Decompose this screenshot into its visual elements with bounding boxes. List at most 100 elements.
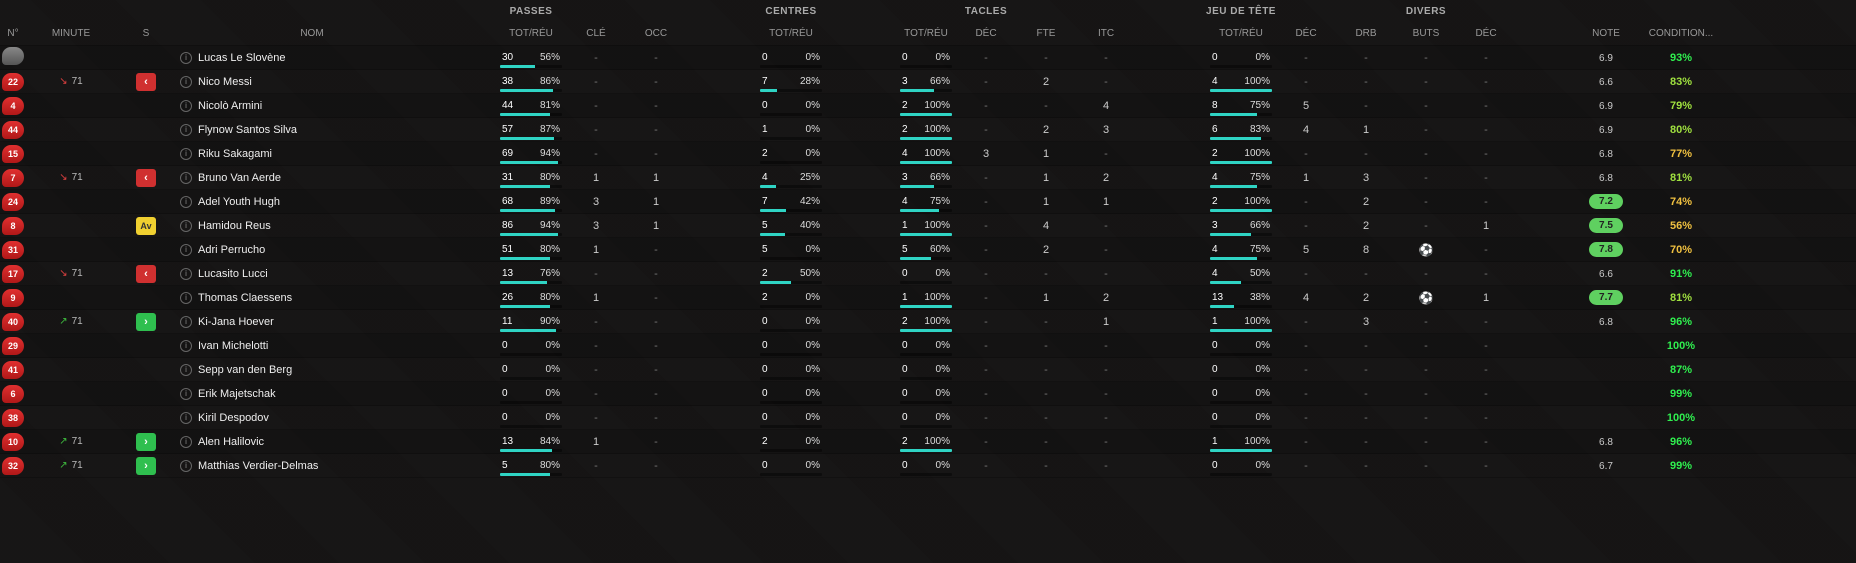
col-minute[interactable]: MINUTE [26,28,116,39]
col-drb[interactable]: DRB [1336,28,1396,39]
col-jeu-totreu[interactable]: TOT/RÉU [1206,28,1276,39]
player-row[interactable]: 7 ↘71 ‹ i Bruno Van Aerde 3180% 1 1 425%… [0,166,1856,190]
player-row[interactable]: 6 i Erik Majetschak 00% - - 00% 00% - - … [0,382,1856,406]
player-row[interactable]: 22 ↘71 ‹ i Nico Messi 3886% - - 728% 366… [0,70,1856,94]
col-divers-dec[interactable]: DÉC [1456,28,1516,39]
player-name-cell[interactable]: i Adri Perrucho [176,244,426,256]
col-centres-totreu[interactable]: TOT/RÉU [756,28,826,39]
player-name-cell[interactable]: i Thomas Claessens [176,292,426,304]
col-nom[interactable]: NOM [176,28,426,39]
info-icon[interactable]: i [180,436,192,448]
player-row[interactable]: 15 i Riku Sakagami 6994% - - 20% 4100% 3… [0,142,1856,166]
col-tacles-totreu[interactable]: TOT/RÉU [896,28,956,39]
col-note[interactable]: NOTE [1576,28,1636,39]
col-condition[interactable]: CONDITION... [1636,28,1726,39]
player-row[interactable]: 10 ↗71 › i Alen Halilovic 1384% 1 - 20% … [0,430,1856,454]
kit-number-badge[interactable]: 29 [2,337,24,355]
col-passes-totreu[interactable]: TOT/RÉU [496,28,566,39]
player-name-cell[interactable]: i Hamidou Reus [176,220,426,232]
player-row[interactable]: 4 i Nicolò Armini 4481% - - 00% 2100% - … [0,94,1856,118]
player-row[interactable]: 41 i Sepp van den Berg 00% - - 00% 00% -… [0,358,1856,382]
kit-number-badge[interactable]: 38 [2,409,24,427]
player-name-cell[interactable]: i Bruno Van Aerde [176,172,426,184]
kit-number-badge[interactable]: 22 [2,73,24,91]
player-name-cell[interactable]: i Ki-Jana Hoever [176,316,426,328]
info-icon[interactable]: i [180,148,192,160]
col-fte[interactable]: FTE [1016,28,1076,39]
kit-number-badge[interactable]: 6 [2,385,24,403]
stat-pair: 00% [756,408,826,428]
player-row[interactable]: 8 Av i Hamidou Reus 8694% 3 1 540% 1100%… [0,214,1856,238]
info-icon[interactable]: i [180,100,192,112]
player-row[interactable]: 29 i Ivan Michelotti 00% - - 00% 00% - -… [0,334,1856,358]
player-name-cell[interactable]: i Matthias Verdier-Delmas [176,460,426,472]
kit-number-badge[interactable] [2,47,24,65]
player-name-cell[interactable]: i Alen Halilovic [176,436,426,448]
player-name-cell[interactable]: i Kiril Despodov [176,412,426,424]
condition-value: 96% [1670,316,1692,328]
kit-number-badge[interactable]: 32 [2,457,24,475]
player-name-cell[interactable]: i Lucas Le Slovène [176,52,426,64]
player-row[interactable]: 32 ↗71 › i Matthias Verdier-Delmas 580% … [0,454,1856,478]
stat-pair: 728% [756,72,826,92]
player-row[interactable]: 24 i Adel Youth Hugh 6889% 3 1 742% 475%… [0,190,1856,214]
stat-pair: 00% [756,312,826,332]
player-row[interactable]: 38 i Kiril Despodov 00% - - 00% 00% - - … [0,406,1856,430]
kit-number-badge[interactable]: 24 [2,193,24,211]
kit-number-badge[interactable]: 41 [2,361,24,379]
kit-number-badge[interactable]: 8 [2,217,24,235]
col-cle[interactable]: CLÉ [566,28,626,39]
col-no[interactable]: N° [0,28,26,39]
kit-number-badge[interactable]: 44 [2,121,24,139]
player-name-cell[interactable]: i Riku Sakagami [176,148,426,160]
player-row[interactable]: 40 ↗71 › i Ki-Jana Hoever 1190% - - 00% … [0,310,1856,334]
kit-number-badge[interactable]: 7 [2,169,24,187]
info-icon[interactable]: i [180,268,192,280]
info-icon[interactable]: i [180,340,192,352]
stat-pair: 50% [756,240,826,260]
info-icon[interactable]: i [180,76,192,88]
info-icon[interactable]: i [180,388,192,400]
stat-pair: 1100% [896,288,956,308]
kit-number-badge[interactable]: 10 [2,433,24,451]
kit-number-badge[interactable]: 4 [2,97,24,115]
info-icon[interactable]: i [180,244,192,256]
info-icon[interactable]: i [180,172,192,184]
info-icon[interactable]: i [180,52,192,64]
player-name-cell[interactable]: i Nicolò Armini [176,100,426,112]
player-name-cell[interactable]: i Flynow Santos Silva [176,124,426,136]
player-name-cell[interactable]: i Sepp van den Berg [176,364,426,376]
info-icon[interactable]: i [180,316,192,328]
info-icon[interactable]: i [180,196,192,208]
col-s[interactable]: S [116,28,176,39]
col-buts[interactable]: BUTS [1396,28,1456,39]
player-name-cell[interactable]: i Lucasito Lucci [176,268,426,280]
kit-number-badge[interactable]: 31 [2,241,24,259]
info-icon[interactable]: i [180,292,192,304]
player-name-cell[interactable]: i Ivan Michelotti [176,340,426,352]
info-icon[interactable]: i [180,460,192,472]
player-row[interactable]: 44 i Flynow Santos Silva 5787% - - 10% 2… [0,118,1856,142]
col-occ[interactable]: OCC [626,28,686,39]
kit-number-badge[interactable]: 40 [2,313,24,331]
stat-pair: 2100% [896,312,956,332]
col-jeu-dec[interactable]: DÉC [1276,28,1336,39]
col-tacles-dec[interactable]: DÉC [956,28,1016,39]
info-icon[interactable]: i [180,124,192,136]
info-icon[interactable]: i [180,220,192,232]
player-name-cell[interactable]: i Erik Majetschak [176,388,426,400]
info-icon[interactable]: i [180,364,192,376]
condition-value: 83% [1670,76,1692,88]
kit-number-badge[interactable]: 9 [2,289,24,307]
info-icon[interactable]: i [180,412,192,424]
kit-number-badge[interactable]: 17 [2,265,24,283]
player-row[interactable]: 17 ↘71 ‹ i Lucasito Lucci 1376% - - 250%… [0,262,1856,286]
player-row[interactable]: 9 i Thomas Claessens 2680% 1 - 20% 1100%… [0,286,1856,310]
player-name-cell[interactable]: i Adel Youth Hugh [176,196,426,208]
player-name: Nicolò Armini [198,100,262,112]
player-row[interactable]: i Lucas Le Slovène 3056% - - 00% 00% - -… [0,46,1856,70]
player-name-cell[interactable]: i Nico Messi [176,76,426,88]
col-itc[interactable]: ITC [1076,28,1136,39]
kit-number-badge[interactable]: 15 [2,145,24,163]
player-row[interactable]: 31 i Adri Perrucho 5180% 1 - 50% 560% - … [0,238,1856,262]
